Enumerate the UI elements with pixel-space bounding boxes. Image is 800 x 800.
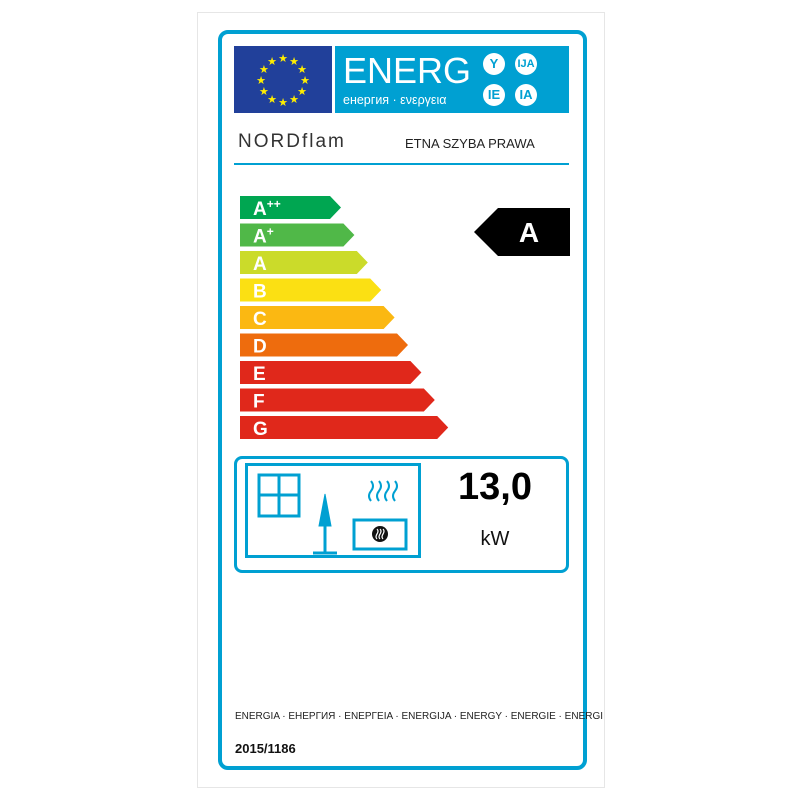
brand-logo: NORDflam bbox=[238, 131, 346, 152]
eu-star: ★ bbox=[259, 64, 269, 76]
eu-star: ★ bbox=[297, 64, 307, 76]
eu-star: ★ bbox=[300, 75, 310, 87]
regulation-number: 2015/1186 bbox=[235, 741, 296, 756]
class-label: B bbox=[253, 282, 267, 303]
label-frame bbox=[218, 30, 587, 770]
rating-indicator: A bbox=[474, 208, 570, 256]
suffix-y: Y bbox=[483, 53, 505, 75]
eu-star: ★ bbox=[256, 75, 266, 87]
suffix-ija: IJA bbox=[515, 53, 537, 75]
eu-star: ★ bbox=[289, 94, 299, 106]
class-arrow-2: A+ bbox=[240, 223, 355, 248]
eu-stars-icon: ★ ★★★★★★★★★★★ bbox=[256, 53, 310, 109]
heater-icon bbox=[352, 480, 408, 551]
eu-star: ★ bbox=[278, 53, 288, 65]
class-label: G bbox=[253, 419, 268, 440]
page-border bbox=[197, 12, 605, 788]
eu-star: ★ bbox=[259, 86, 269, 98]
class-label: D bbox=[253, 337, 267, 358]
heating-pictogram bbox=[245, 463, 421, 558]
model-name: ETNA SZYBA PRAWA bbox=[405, 136, 535, 151]
lamp-icon bbox=[313, 493, 337, 555]
eu-flag: ★ ★ ★ ★ ★ ★ ★ ★ ★ ★ ★ ★ bbox=[234, 46, 332, 113]
energ-subtitle: енергия · ενεργεια bbox=[343, 93, 447, 107]
eu-star: ★ bbox=[267, 56, 277, 68]
class-arrow-5: C bbox=[240, 306, 395, 330]
energy-banner: ENERG енергия · ενεργεια Y IJA IE IA bbox=[335, 46, 569, 113]
heat-output-unit: kW bbox=[480, 528, 510, 550]
class-label: F bbox=[253, 392, 265, 413]
class-arrow-9: G bbox=[240, 416, 449, 440]
window-icon bbox=[257, 473, 301, 518]
eu-star: ★ bbox=[289, 56, 299, 68]
eu-star: ★ bbox=[297, 86, 307, 98]
class-label: C bbox=[253, 309, 267, 330]
eu-star: ★ bbox=[267, 94, 277, 106]
class-arrow-3: A bbox=[240, 251, 368, 275]
energ-title: ENERG bbox=[343, 50, 472, 91]
output-box bbox=[234, 456, 569, 573]
class-arrow-6: D bbox=[240, 333, 408, 358]
suffix-ie: IE bbox=[483, 84, 505, 106]
class-arrow-8: F bbox=[240, 388, 435, 413]
rating-label: A bbox=[519, 217, 539, 248]
class-arrow-4: B bbox=[240, 278, 382, 303]
energy-languages: ENERGIA · ЕНЕРГИЯ · ENEPΓEIA · ENERGIJA … bbox=[235, 711, 603, 722]
heat-output-value: 13,0 bbox=[458, 466, 532, 508]
class-label: A bbox=[253, 254, 267, 275]
class-arrow-1: A++ bbox=[240, 196, 341, 220]
class-label: E bbox=[253, 364, 266, 385]
class-arrow-7: E bbox=[240, 361, 422, 385]
eu-star: ★ bbox=[278, 97, 288, 109]
divider bbox=[234, 163, 569, 165]
suffix-ia: IA bbox=[515, 84, 537, 106]
